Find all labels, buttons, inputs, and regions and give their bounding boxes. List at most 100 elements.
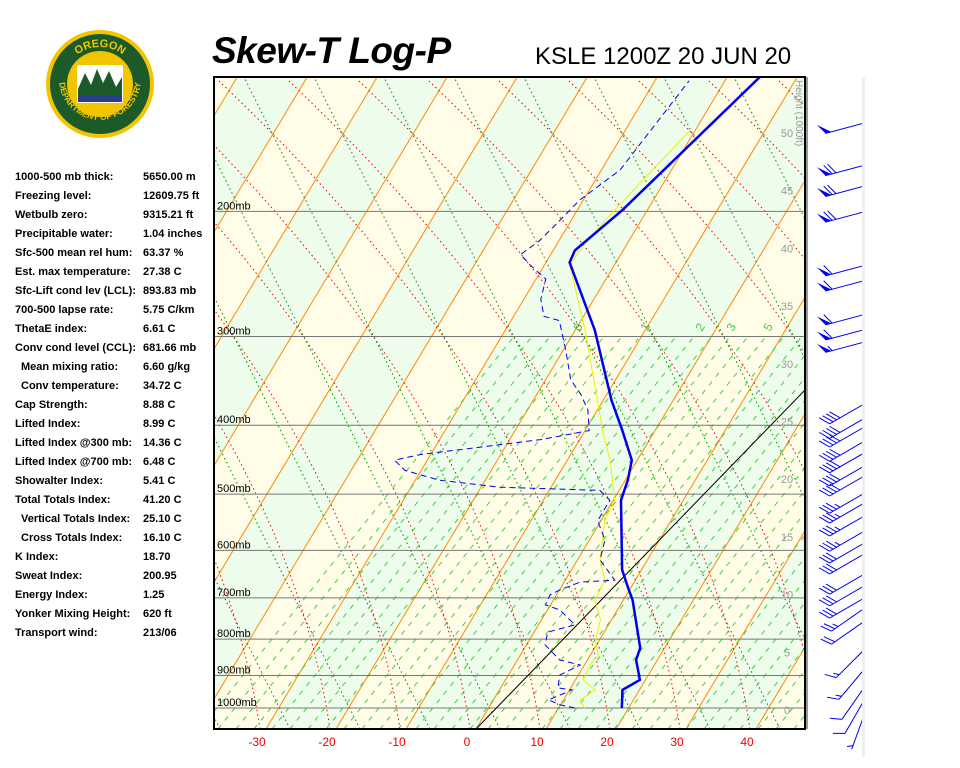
wind-barb-flag <box>816 282 832 292</box>
stat-label: Total Totals Index: <box>15 494 111 506</box>
background-band <box>336 77 798 729</box>
stat-value: 1.25 <box>143 589 165 601</box>
wind-barb <box>818 427 862 448</box>
stat-value: 5.75 C/km <box>143 304 195 316</box>
background-band <box>406 77 805 729</box>
wind-barb-flag <box>816 316 832 325</box>
background-band <box>896 77 960 729</box>
dewpoint-profile-line <box>393 80 690 709</box>
wind-barb <box>816 265 862 277</box>
wind-barb <box>818 574 862 595</box>
background-bands <box>214 77 960 729</box>
wind-barb-full <box>822 597 834 605</box>
mixing-ratio-line <box>451 335 767 729</box>
wind-barb-full <box>822 415 834 423</box>
wind-barb-full <box>825 563 837 571</box>
temperature-profile-line <box>568 77 762 709</box>
height-axis-label: Height (1000ft) <box>793 80 804 146</box>
wind-barb-flag <box>816 331 832 341</box>
isopleth-line <box>214 77 308 234</box>
wind-barb-full <box>825 607 837 615</box>
wind-barb-full <box>818 454 830 462</box>
wind-barb-full <box>822 542 834 550</box>
stat-value: 200.95 <box>143 570 177 582</box>
wind-barb-full <box>829 473 841 481</box>
stat-value: 16.10 C <box>143 532 182 544</box>
wind-barb-full <box>822 514 834 522</box>
stat-label: Transport wind: <box>15 627 98 639</box>
wind-barb-full <box>823 314 833 324</box>
wind-barb <box>818 598 862 619</box>
pressure-label: 700mb <box>217 587 251 599</box>
x-tick-label: 20 <box>600 735 614 749</box>
mixing-ratio-line <box>307 335 623 729</box>
wind-barb-full <box>818 611 830 619</box>
wind-barb-shaft <box>825 329 862 341</box>
height-tick-label: 20 <box>781 474 793 486</box>
pressure-label: 800mb <box>217 628 251 640</box>
mixing-ratio-line <box>523 376 805 729</box>
wind-barb-half <box>834 526 841 531</box>
yellow-profile-line <box>569 130 691 709</box>
stat-row: Conv cond level (CCL): 681.66 mb <box>15 339 215 358</box>
mixing-ratio-line <box>487 335 803 729</box>
stat-row: Showalter Index: 5.41 C <box>15 472 215 491</box>
stat-row: Conv temperature: 34.72 C <box>15 377 215 396</box>
wind-barb <box>827 671 862 700</box>
wind-barb-full <box>829 717 842 720</box>
wind-barb-full <box>820 638 832 645</box>
stat-label: Showalter Index: <box>15 475 104 487</box>
wind-barb-shaft <box>829 427 862 448</box>
wind-barb-full <box>824 673 837 679</box>
stat-value: 41.20 C <box>143 494 182 506</box>
stat-label: Lifted Index: <box>15 418 81 430</box>
wind-barb <box>818 531 862 552</box>
wind-barb-half <box>846 745 854 748</box>
background-band <box>214 77 238 116</box>
height-tick-label: 45 <box>781 186 793 198</box>
stat-row: K Index: 18.70 <box>15 548 215 567</box>
stat-label: Wetbulb zero: <box>15 209 88 221</box>
wind-barb-shaft <box>829 574 862 595</box>
stat-value: 620 ft <box>143 608 172 620</box>
stat-label: Sfc-Lift cond lev (LCL): <box>15 285 136 297</box>
height-tick-label: 15 <box>781 532 793 544</box>
wind-barb <box>816 342 862 353</box>
stat-label: Conv cond level (CCL): <box>15 342 137 354</box>
stat-row: Precipitable water: 1.04 inches <box>15 225 215 244</box>
stat-label: Sweat Index: <box>15 570 83 582</box>
stat-label: Conv temperature: <box>21 380 119 392</box>
wind-barb <box>820 622 862 645</box>
wind-barb-full <box>829 411 841 419</box>
stat-value: 63.37 % <box>143 247 184 259</box>
height-tick-label: 5 <box>784 647 790 659</box>
wind-barb-shaft <box>825 280 862 292</box>
wind-barb-full <box>822 527 834 535</box>
wind-barb-full <box>827 696 840 700</box>
wind-barb-full <box>827 184 837 194</box>
stat-value: 681.66 mb <box>143 342 197 354</box>
wind-barb <box>818 554 862 575</box>
moist-adiabat-line <box>214 715 221 729</box>
wind-barb-full <box>818 440 830 448</box>
plot-frame <box>213 76 806 730</box>
isopleth-line <box>405 77 798 729</box>
wind-barb-shaft <box>841 689 862 720</box>
wind-barb-full <box>823 265 833 275</box>
stat-label: Cap Strength: <box>15 399 88 411</box>
stat-value: 14.36 C <box>143 437 182 449</box>
wind-barb <box>816 210 862 223</box>
stat-value: 9315.21 ft <box>143 209 194 221</box>
wind-barb-full <box>818 556 830 564</box>
stat-value: 25.10 C <box>143 513 182 525</box>
stat-value: 1.04 inches <box>143 228 203 240</box>
wind-barb-shaft <box>829 531 862 552</box>
wind-barb <box>818 503 862 524</box>
stat-value: 213/06 <box>143 627 177 639</box>
stat-value: 34.72 C <box>143 380 182 392</box>
wind-barb-shaft <box>835 651 862 678</box>
x-tick-label: 10 <box>530 735 544 749</box>
wind-barb-full <box>822 504 834 512</box>
wind-barb-full <box>818 599 830 607</box>
wind-barb-flag <box>816 124 832 134</box>
